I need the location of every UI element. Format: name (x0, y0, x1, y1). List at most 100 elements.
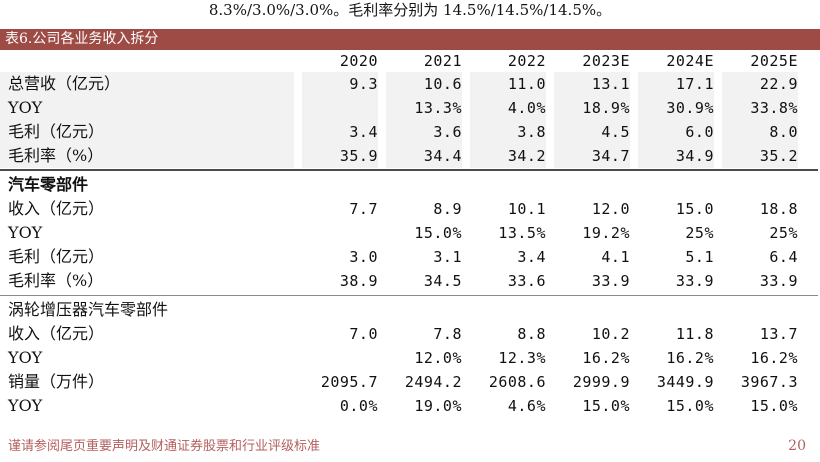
cell-value: 6.0 (630, 120, 714, 144)
cell-value: 13.5% (462, 221, 546, 245)
cell-value: 10.6 (378, 72, 462, 96)
cell-value: 25% (630, 221, 714, 245)
table-section: 总营收（亿元） 9.3 10.6 11.0 13.1 17.1 22.9 YOY 13.3% 4.… (0, 72, 820, 168)
cell-value: 18.9% (546, 96, 630, 120)
footer-disclaimer: 谨请参阅尾页重要声明及财通证券股票和行业评级标准 (8, 439, 321, 454)
row-label: 毛利（亿元） (8, 247, 105, 266)
table-row: YOY 12.0% 12.3% 16.2% 16.2% 16.2% (0, 346, 820, 370)
year-column-header: 2022 (462, 50, 546, 72)
table-title-bar: 表6.公司各业务收入拆分 (0, 29, 820, 50)
page-footer: 谨请参阅尾页重要声明及财通证券股票和行业评级标准 20 (0, 435, 820, 454)
cell-value: 3.6 (378, 120, 462, 144)
cell-value: 3.8 (462, 120, 546, 144)
cell-value: 7.0 (294, 322, 378, 346)
row-label: 毛利（亿元） (0, 120, 294, 144)
cell-value: 35.9 (294, 144, 378, 168)
cell-value: 3.0 (294, 245, 378, 269)
cell-value: 7.7 (294, 197, 378, 221)
revenue-table: 2020 2021 2022 2023E 2024E 2025E 总营收（亿元） 9.3 10.… (0, 50, 820, 418)
cell-value: 33.8% (714, 96, 798, 120)
cell-value: 10.2 (546, 322, 630, 346)
cell-value: 15.0% (546, 394, 630, 418)
table-title: 表6.公司各业务收入拆分 (5, 31, 159, 47)
cell-value: 11.0 (462, 72, 546, 96)
row-label: YOY (0, 96, 294, 120)
cell-value: 5.1 (630, 245, 714, 269)
cell-value: 10.1 (462, 197, 546, 221)
cell-value: 34.9 (630, 144, 714, 168)
cell-value: 15.0% (714, 394, 798, 418)
cell-value: 2999.9 (546, 370, 630, 394)
year-column-header: 2023E (546, 50, 630, 72)
cell-value: 30.9% (630, 96, 714, 120)
cell-value: 2608.6 (462, 370, 546, 394)
row-label: 毛利率（%） (0, 144, 294, 168)
cell-value: 3449.9 (630, 370, 714, 394)
cell-value: 13.7 (714, 322, 798, 346)
row-label: 毛利率（%） (8, 271, 104, 290)
cell-value: 34.5 (378, 269, 462, 293)
row-label: YOY (8, 223, 43, 242)
section-divider (0, 169, 818, 171)
corner-cell (0, 50, 294, 72)
cell-value (294, 221, 378, 245)
cell-value: 15.0 (630, 197, 714, 221)
table-row: 收入（亿元） 7.7 8.9 10.1 12.0 15.0 18.8 (0, 197, 820, 221)
year-column-header: 2021 (378, 50, 462, 72)
cell-value: 9.3 (294, 72, 378, 96)
cell-value: 4.6% (462, 394, 546, 418)
cell-value: 38.9 (294, 269, 378, 293)
table-row: 收入（亿元） 7.0 7.8 8.8 10.2 11.8 13.7 (0, 322, 820, 346)
cell-value: 0.0% (294, 394, 378, 418)
cell-value: 8.8 (462, 322, 546, 346)
row-label: 收入（亿元） (8, 324, 105, 343)
table-row: 销量（万件） 2095.7 2494.2 2608.6 2999.9 3449.9 3967… (0, 370, 820, 394)
cell-value: 17.1 (630, 72, 714, 96)
cell-value: 34.2 (462, 144, 546, 168)
row-label: YOY (8, 396, 43, 415)
cell-value: 4.1 (546, 245, 630, 269)
cell-value: 3967.3 (714, 370, 798, 394)
cell-value: 35.2 (714, 144, 798, 168)
cell-value: 16.2% (630, 346, 714, 370)
row-label: YOY (8, 348, 43, 367)
table-row: 毛利（亿元） 3.4 3.6 3.8 4.5 6.0 8.0 (0, 120, 820, 144)
table-row: YOY 0.0% 19.0% 4.6% 15.0% 15.0% 15.0% (0, 394, 820, 418)
cell-value: 13.1 (546, 72, 630, 96)
page-number: 20 (788, 438, 806, 454)
section-divider (0, 295, 818, 296)
cell-value: 15.0% (378, 221, 462, 245)
section-title-row: 汽车零部件 (0, 173, 820, 197)
cell-value: 4.5 (546, 120, 630, 144)
cell-value: 8.9 (378, 197, 462, 221)
cell-value: 3.4 (294, 120, 378, 144)
cell-value: 19.2% (546, 221, 630, 245)
cell-value: 12.3% (462, 346, 546, 370)
section-title: 涡轮增压器汽车零部件 (8, 300, 169, 319)
cell-value: 7.8 (378, 322, 462, 346)
cell-value: 33.9 (714, 269, 798, 293)
cell-value: 2494.2 (378, 370, 462, 394)
table-row: YOY 13.3% 4.0% 18.9% 30.9% 33.8% (0, 96, 820, 120)
table-section: 汽车零部件 收入（亿元） 7.7 8.9 10.1 12.0 15.0 18.8 YOY 15.0… (0, 173, 820, 293)
table-row: 毛利率（%） 38.9 34.5 33.6 33.9 33.9 33.9 (0, 269, 820, 293)
cell-value: 25% (714, 221, 798, 245)
cell-value: 12.0% (378, 346, 462, 370)
cell-value: 16.2% (546, 346, 630, 370)
section-title-row: 涡轮增压器汽车零部件 (0, 298, 820, 322)
cell-value: 33.9 (546, 269, 630, 293)
cell-value: 15.0% (630, 394, 714, 418)
cell-value: 2095.7 (294, 370, 378, 394)
cell-value: 16.2% (714, 346, 798, 370)
cell-value: 13.3% (378, 96, 462, 120)
table-header-row: 2020 2021 2022 2023E 2024E 2025E (0, 50, 820, 72)
row-label: 总营收（亿元） (0, 72, 294, 96)
row-label: 收入（亿元） (8, 199, 105, 218)
row-label: 销量（万件） (8, 372, 105, 391)
year-column-header: 2025E (714, 50, 798, 72)
cell-value: 19.0% (378, 394, 462, 418)
table-row: 毛利（亿元） 3.0 3.1 3.4 4.1 5.1 6.4 (0, 245, 820, 269)
cell-value: 3.1 (378, 245, 462, 269)
cell-value: 34.7 (546, 144, 630, 168)
cell-value: 8.0 (714, 120, 798, 144)
